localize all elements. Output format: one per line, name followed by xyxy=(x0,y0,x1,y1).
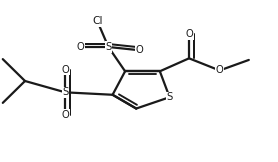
Text: O: O xyxy=(61,110,69,120)
Text: O: O xyxy=(216,65,224,75)
Text: S: S xyxy=(167,92,173,102)
Text: Cl: Cl xyxy=(92,16,103,26)
Text: O: O xyxy=(185,29,193,39)
Text: O: O xyxy=(77,42,85,52)
Text: S: S xyxy=(62,87,68,97)
Text: O: O xyxy=(61,65,69,75)
Text: O: O xyxy=(135,45,143,55)
Text: S: S xyxy=(105,42,111,52)
